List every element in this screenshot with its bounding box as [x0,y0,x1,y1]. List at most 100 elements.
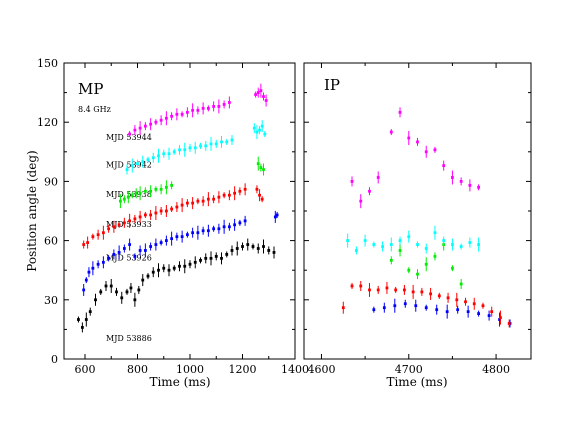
mp-data-point [241,245,244,248]
mp-data-point [141,160,145,164]
mp-data-point [217,227,221,231]
mp-data-point [256,91,260,94]
mp-data-point [222,103,226,106]
mp-data-point [262,168,265,171]
ip-data-point [350,284,354,288]
mp-x-tick-label: 1400 [281,363,309,376]
mp-data-point [119,199,122,203]
mp-data-point [128,243,132,246]
ip-data-point [407,268,411,272]
ip-data-point [403,288,406,292]
ip-data-point [363,239,367,242]
mp-data-point [82,288,86,292]
y-tick-label: 90 [44,175,58,188]
ip-x-tick-label: 4600 [307,363,335,376]
mp-data-point [159,209,163,213]
mp-data-point [115,290,118,294]
mp-data-point [154,120,158,124]
mp-data-point [164,239,168,242]
y-axis-title: Position angle (deg) [25,150,39,271]
mp-data-point [199,258,202,262]
ip-data-point [424,150,428,154]
mp-data-point [246,243,250,246]
mp-data-point [225,140,229,144]
mp-data-point [133,217,137,221]
ip-data-point [403,302,407,306]
mp-data-point [180,203,184,207]
mp-data-point [243,219,247,223]
mp-data-point [175,235,179,239]
mp-x-tick-label: 600 [75,363,96,376]
mp-axis-ticks: 600 800 1000 1200 1400 0 30 60 90 120 150 [37,57,309,376]
mp-data-point [258,128,261,132]
mp-data-point [151,156,155,160]
mp-data-point [133,298,137,302]
mp-data-point [256,162,260,166]
mp-data-point [159,118,163,122]
mp-x-tick-label: 1000 [176,363,204,376]
mp-data-marks [77,83,279,333]
mp-data-point [125,290,129,294]
mp-data-point [255,187,259,191]
mp-data-point [86,241,90,244]
mp-data-point [273,215,277,219]
mp-data-point [134,191,138,195]
mp-data-point [175,112,179,116]
ip-data-point [394,288,398,292]
mp-data-point [138,215,142,219]
mp-data-point [149,245,153,248]
mp-data-point [80,326,84,329]
ip-data-point [416,243,419,246]
ip-data-point [385,286,389,290]
mp-data-point [260,197,264,201]
mp-data-point [149,122,153,126]
ip-panel: 4600 4700 4800 IP Time (ms) [303,62,532,389]
mp-data-point [204,144,208,148]
mp-data-point [129,286,133,290]
ip-data-point [368,288,371,292]
ip-data-point [498,318,501,321]
ip-data-point [455,298,459,302]
ip-data-point [459,282,463,286]
mp-data-point [170,207,174,211]
ip-plot-frame [303,62,532,360]
ip-data-point [435,308,439,312]
mp-data-point [96,262,100,266]
ip-data-point [507,322,511,325]
mp-data-point [185,233,189,237]
ip-data-point [445,310,449,314]
mp-data-point [188,146,192,150]
mp-data-point [162,266,166,270]
mp-data-point [206,229,210,233]
ip-data-point [466,310,470,314]
mp-data-point [136,162,139,166]
mp-data-point [251,245,255,248]
ip-x-tick-label: 4700 [395,363,423,376]
ip-data-point [433,148,437,152]
ip-data-point [407,235,411,239]
ip-x-tick-label: 4800 [482,363,510,376]
mp-data-point [170,114,174,118]
mp-data-point [143,249,147,252]
mp-data-point [104,284,108,288]
mp-data-point [260,124,264,128]
ip-data-point [424,306,428,310]
ip-data-point [350,180,354,183]
ip-data-point [393,304,397,308]
mp-data-point [91,266,95,270]
mp-data-point [130,193,134,197]
mp-data-point [167,268,171,272]
mjd-label: MJD 53944 [106,133,152,142]
mp-data-point [254,93,258,96]
ip-data-point [499,316,502,319]
mp-data-point [126,195,130,199]
ip-data-point [477,185,481,189]
ip-data-point [376,288,380,292]
ip-data-point [398,249,402,252]
mp-data-point [137,288,141,292]
mp-data-point [204,256,208,260]
mp-data-point [256,247,260,250]
mp-data-point [164,185,168,189]
ip-data-point [442,239,446,242]
mp-data-point [222,225,226,229]
